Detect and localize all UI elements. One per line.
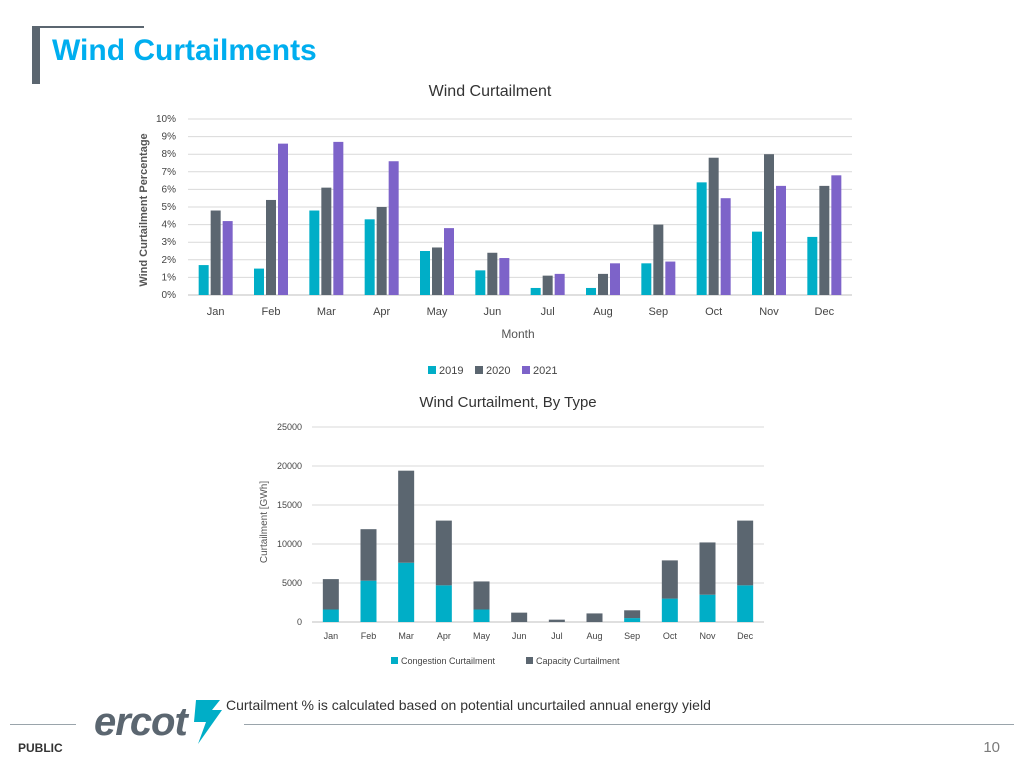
chart1-x-tick-label: Apr — [373, 306, 390, 318]
chart1-bar — [278, 143, 288, 295]
chart1-x-tick-label: Oct — [705, 306, 722, 318]
chart1-legend-swatch — [522, 366, 530, 374]
chart1-y-tick-label: 9% — [162, 132, 177, 143]
title-accent-line — [32, 26, 144, 28]
chart1-bar — [554, 273, 565, 295]
footer-divider-left — [10, 724, 76, 725]
chart1-bar — [752, 231, 762, 295]
chart1-legend: 2019 2020 2021 — [428, 365, 557, 377]
slide-title: Wind Curtailments — [52, 34, 317, 67]
chart1-bar — [819, 185, 830, 295]
chart1-x-tick-label: Mar — [317, 306, 336, 318]
chart1-bar — [364, 219, 375, 295]
chart1-bar — [222, 221, 233, 295]
chart1-bar — [665, 261, 676, 295]
chart1-bar — [653, 224, 664, 295]
chart1-bar — [831, 175, 842, 295]
chart1-bar — [309, 210, 320, 295]
chart1-bars — [198, 141, 842, 295]
footnote: Curtailment % is calculated based on pot… — [226, 697, 711, 713]
chart1-x-axis-label: Month — [501, 327, 534, 341]
chart1-x-tick-label: May — [427, 306, 448, 318]
chart1-bar — [210, 210, 221, 295]
chart1-y-axis-label: Wind Curtailment Percentage — [138, 133, 150, 286]
ercot-logo: ercot — [94, 700, 188, 744]
chart1-bar — [542, 275, 553, 295]
chart1-y-tick-label: 5% — [162, 202, 177, 213]
chart1-x-tick-label: Jan — [207, 306, 225, 318]
chart1-bar — [499, 258, 510, 295]
chart1-y-tick-label: 0% — [162, 290, 177, 301]
chart1-y-tick-label: 8% — [162, 149, 177, 160]
chart1-gridlines — [188, 118, 852, 296]
chart1-bar — [432, 247, 442, 295]
chart1-title: Wind Curtailment — [429, 83, 552, 100]
chart1-bar — [586, 287, 596, 295]
chart1-bar — [198, 265, 209, 295]
ercot-logo-mark-icon — [194, 700, 222, 744]
chart1-bar — [321, 187, 332, 295]
chart1-x-tick-label: Feb — [262, 306, 281, 318]
chart1-bar — [444, 228, 454, 295]
chart1-bar — [333, 141, 344, 295]
chart1-y-tick-label: 2% — [162, 255, 177, 266]
chart1-bar — [598, 273, 608, 295]
chart1-legend-label: 2021 — [533, 365, 557, 377]
chart1-x-tick-labels: Jan Feb Mar Apr May Jun Jul Aug Sep Oct Nov Dec — [207, 306, 835, 318]
chart1-y-tick-label: 7% — [162, 167, 177, 178]
chart1-x-tick-label: Jun — [483, 306, 501, 318]
chart1-bar — [376, 207, 387, 295]
chart1-bar — [475, 270, 486, 295]
chart1-bar — [776, 185, 786, 295]
chart1-legend-swatch — [475, 366, 483, 374]
chart1-x-tick-label: Dec — [815, 306, 835, 318]
title-accent-bar — [32, 26, 40, 84]
chart1-x-tick-label: Jul — [541, 306, 555, 318]
chart1-y-tick-label: 1% — [162, 272, 177, 283]
chart1-x-tick-label: Sep — [649, 306, 669, 318]
chart1-y-tick-label: 4% — [162, 220, 177, 231]
chart1-x-tick-label: Aug — [593, 306, 613, 318]
chart1-x-tick-label: Nov — [759, 306, 779, 318]
chart1-bar — [266, 199, 276, 295]
chart1-bar — [487, 252, 498, 295]
chart1-bar — [420, 251, 430, 295]
footer-divider-right — [244, 724, 1014, 725]
chart1-y-tick-label: 10% — [156, 114, 176, 125]
chart1-y-tick-label: 6% — [162, 184, 177, 195]
chart1-bar — [254, 268, 264, 295]
chart1-bar — [720, 198, 731, 295]
chart1-bar — [696, 182, 707, 295]
chart1-legend-swatch — [428, 366, 436, 374]
classification-label: PUBLIC — [18, 741, 63, 755]
chart1-bar — [610, 263, 620, 295]
chart1-bar — [530, 287, 541, 295]
page-number: 10 — [983, 739, 1000, 756]
chart1-bar — [764, 154, 774, 295]
chart1-bar — [641, 263, 652, 295]
chart1-y-tick-labels: 0% 1% 2% 3% 4% 5% 6% 7% 8% 9% 10% — [156, 114, 176, 301]
chart1-bar — [807, 236, 818, 295]
chart1-legend-label: 2019 — [439, 365, 463, 377]
chart1-legend-label: 2020 — [486, 365, 510, 377]
chart1-bar — [388, 161, 399, 295]
chart1-bar — [708, 157, 719, 295]
chart1-y-tick-label: 3% — [162, 237, 177, 248]
